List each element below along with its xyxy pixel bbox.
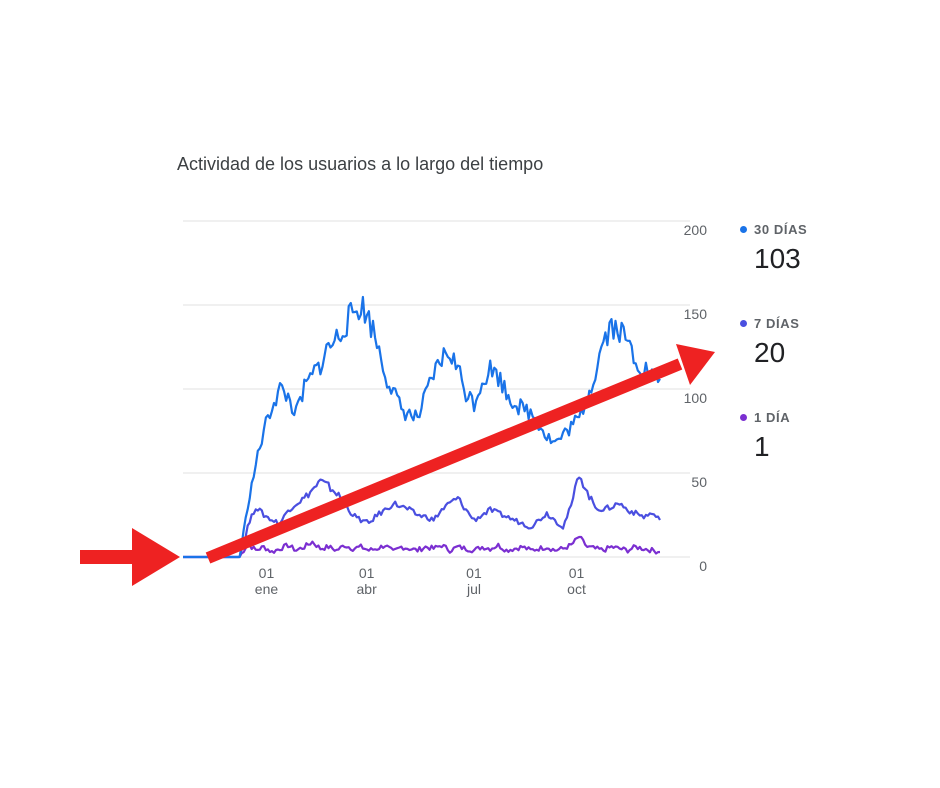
x-tick-month: abr bbox=[357, 581, 378, 597]
y-tick-label: 50 bbox=[691, 474, 707, 490]
legend-label: 7 DÍAS bbox=[754, 316, 800, 331]
x-tick-month: oct bbox=[567, 581, 586, 597]
y-tick-label: 200 bbox=[684, 222, 708, 238]
legend-7-dias: 7 DÍAS 20 bbox=[740, 316, 800, 369]
diagonal-arrow-shaft bbox=[205, 358, 683, 564]
chart-series bbox=[183, 295, 661, 559]
x-tick-month: ene bbox=[255, 581, 279, 597]
legend-label: 30 DÍAS bbox=[754, 222, 808, 237]
x-tick-month: jul bbox=[466, 581, 481, 597]
chart-title: Actividad de los usuarios a lo largo del… bbox=[177, 154, 544, 174]
legend-30-dias: 30 DÍAS 103 bbox=[740, 222, 807, 275]
legend-dot-icon bbox=[740, 320, 747, 327]
x-tick-day: 01 bbox=[259, 565, 275, 581]
legend-value: 1 bbox=[754, 431, 770, 462]
series-line-30-días bbox=[183, 295, 661, 559]
legend-label: 1 DÍA bbox=[754, 410, 791, 425]
legend-1-dia: 1 DÍA 1 bbox=[740, 410, 790, 463]
series-line-1-día bbox=[183, 535, 661, 559]
annotation-arrows bbox=[80, 344, 715, 586]
left-arrow-shaft bbox=[80, 550, 140, 564]
series-line-7-días bbox=[183, 476, 661, 559]
legend-value: 103 bbox=[754, 243, 801, 274]
x-tick-day: 01 bbox=[466, 565, 482, 581]
y-tick-label: 150 bbox=[684, 306, 708, 322]
left-arrow-head bbox=[132, 528, 180, 586]
diagonal-arrow-head bbox=[676, 344, 715, 385]
y-axis-ticks: 200 150 100 50 0 bbox=[684, 222, 708, 574]
x-tick-day: 01 bbox=[569, 565, 585, 581]
legend-dot-icon bbox=[740, 226, 747, 233]
y-tick-label: 100 bbox=[684, 390, 708, 406]
x-tick-day: 01 bbox=[359, 565, 375, 581]
legend-dot-icon bbox=[740, 414, 747, 421]
legend-value: 20 bbox=[754, 337, 786, 368]
y-tick-label: 0 bbox=[699, 558, 707, 574]
